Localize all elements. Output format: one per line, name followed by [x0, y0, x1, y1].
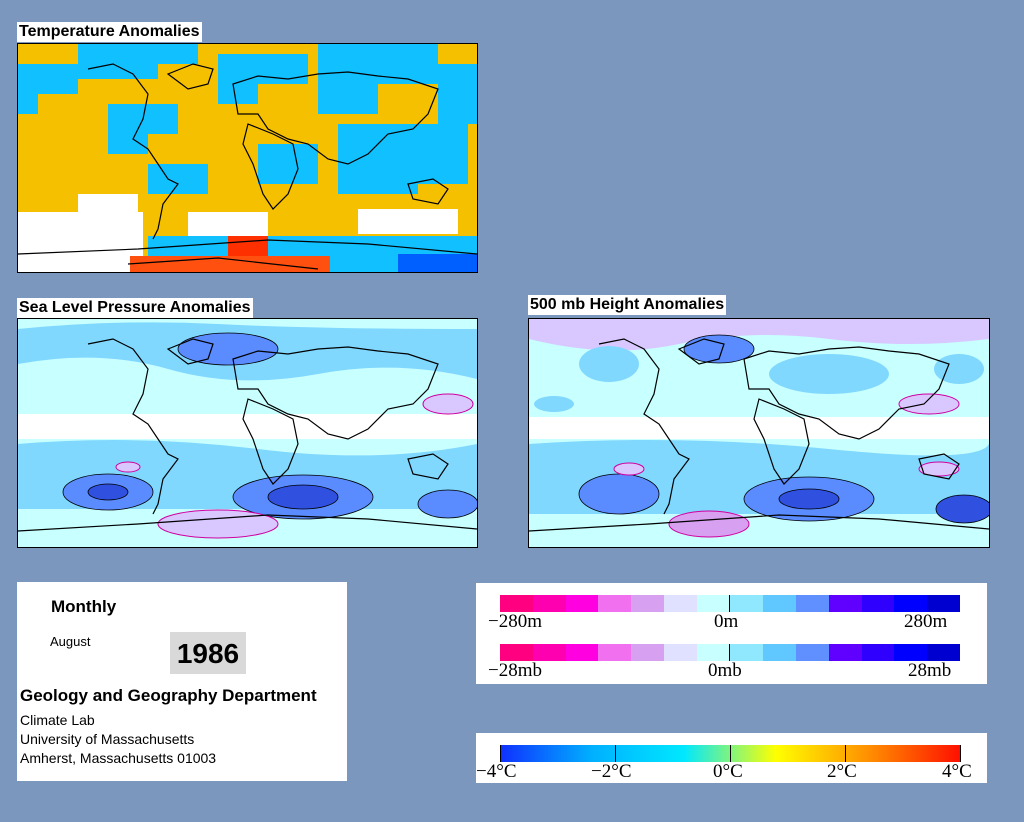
pressure-min-label: −28mb: [488, 660, 542, 681]
sea-level-pressure-map: [17, 318, 478, 548]
temp-label-0: 0°C: [713, 761, 743, 782]
temperature-anomaly-map: [17, 43, 478, 273]
pressure-scale-step: [663, 644, 697, 661]
height-scale-step: [598, 595, 632, 612]
year-label: 1986: [170, 632, 246, 674]
info-line-university: University of Massachusetts: [20, 731, 195, 747]
height-scale-step: [828, 595, 862, 612]
height500-anomalies-title: 500 mb Height Anomalies: [528, 295, 727, 315]
height-max-label: 280m: [904, 611, 948, 632]
temp-label-minus4: −4°C: [476, 761, 517, 782]
temperature-scale-tick: [730, 745, 731, 762]
pressure-scale-step: [500, 644, 533, 661]
pressure-scale-step: [565, 644, 599, 661]
temp-label-2: 2°C: [827, 761, 857, 782]
pressure-scale-step: [828, 644, 862, 661]
temp-label-4: 4°C: [942, 761, 972, 782]
temp-label-minus2: −2°C: [591, 761, 632, 782]
pressure-scale-step: [598, 644, 632, 661]
temperature-scale-tick: [615, 745, 616, 762]
department-name: Geology and Geography Department: [20, 686, 317, 705]
temperature-legend: −4°C −2°C 0°C 2°C 4°C: [476, 733, 987, 783]
height-scale-step: [663, 595, 697, 612]
height-scale-step: [796, 595, 829, 612]
height-scale-step: [894, 595, 928, 612]
height-scale-step: [631, 595, 664, 612]
temperature-scale-tick: [500, 745, 501, 762]
info-panel: Monthly August 1986 Geology and Geograph…: [17, 582, 347, 781]
temperature-scale-tick: [845, 745, 846, 762]
pressure-scale-step: [532, 644, 566, 661]
month-label: August: [50, 634, 91, 649]
height-scale-step: [500, 595, 533, 612]
info-line-lab: Climate Lab: [20, 712, 95, 728]
period-label: Monthly: [51, 597, 117, 616]
info-line-address: Amherst, Massachusetts 01003: [20, 750, 217, 766]
slp-anomalies-title: Sea Level Pressure Anomalies: [17, 298, 253, 318]
height-min-label: −280m: [488, 611, 542, 632]
height-mid-label: 0m: [714, 611, 739, 632]
pressure-color-scale: [500, 644, 960, 661]
height-color-scale: [500, 595, 960, 612]
pressure-scale-step: [796, 644, 829, 661]
pressure-scale-step: [729, 644, 764, 661]
pressure-scale-step: [894, 644, 928, 661]
height-pressure-legend: −280m 0m 280m −28mb 0mb 28mb: [476, 583, 987, 684]
pressure-scale-step: [763, 644, 797, 661]
temperature-anomalies-title: Temperature Anomalies: [17, 22, 202, 42]
height-500mb-map: [528, 318, 990, 548]
temperature-scale-tick: [960, 745, 961, 762]
pressure-max-label: 28mb: [908, 660, 952, 681]
height-scale-step: [532, 595, 566, 612]
pressure-scale-step: [631, 644, 664, 661]
height-scale-step: [861, 595, 895, 612]
height-scale-step: [729, 595, 764, 612]
height-scale-step: [927, 595, 960, 612]
pressure-scale-step: [927, 644, 960, 661]
height-scale-step: [565, 595, 599, 612]
pressure-scale-step: [696, 644, 730, 661]
temperature-color-scale: [500, 745, 961, 762]
pressure-mid-label: 0mb: [708, 660, 742, 681]
pressure-scale-step: [861, 644, 895, 661]
height-scale-step: [696, 595, 730, 612]
height-scale-step: [763, 595, 797, 612]
